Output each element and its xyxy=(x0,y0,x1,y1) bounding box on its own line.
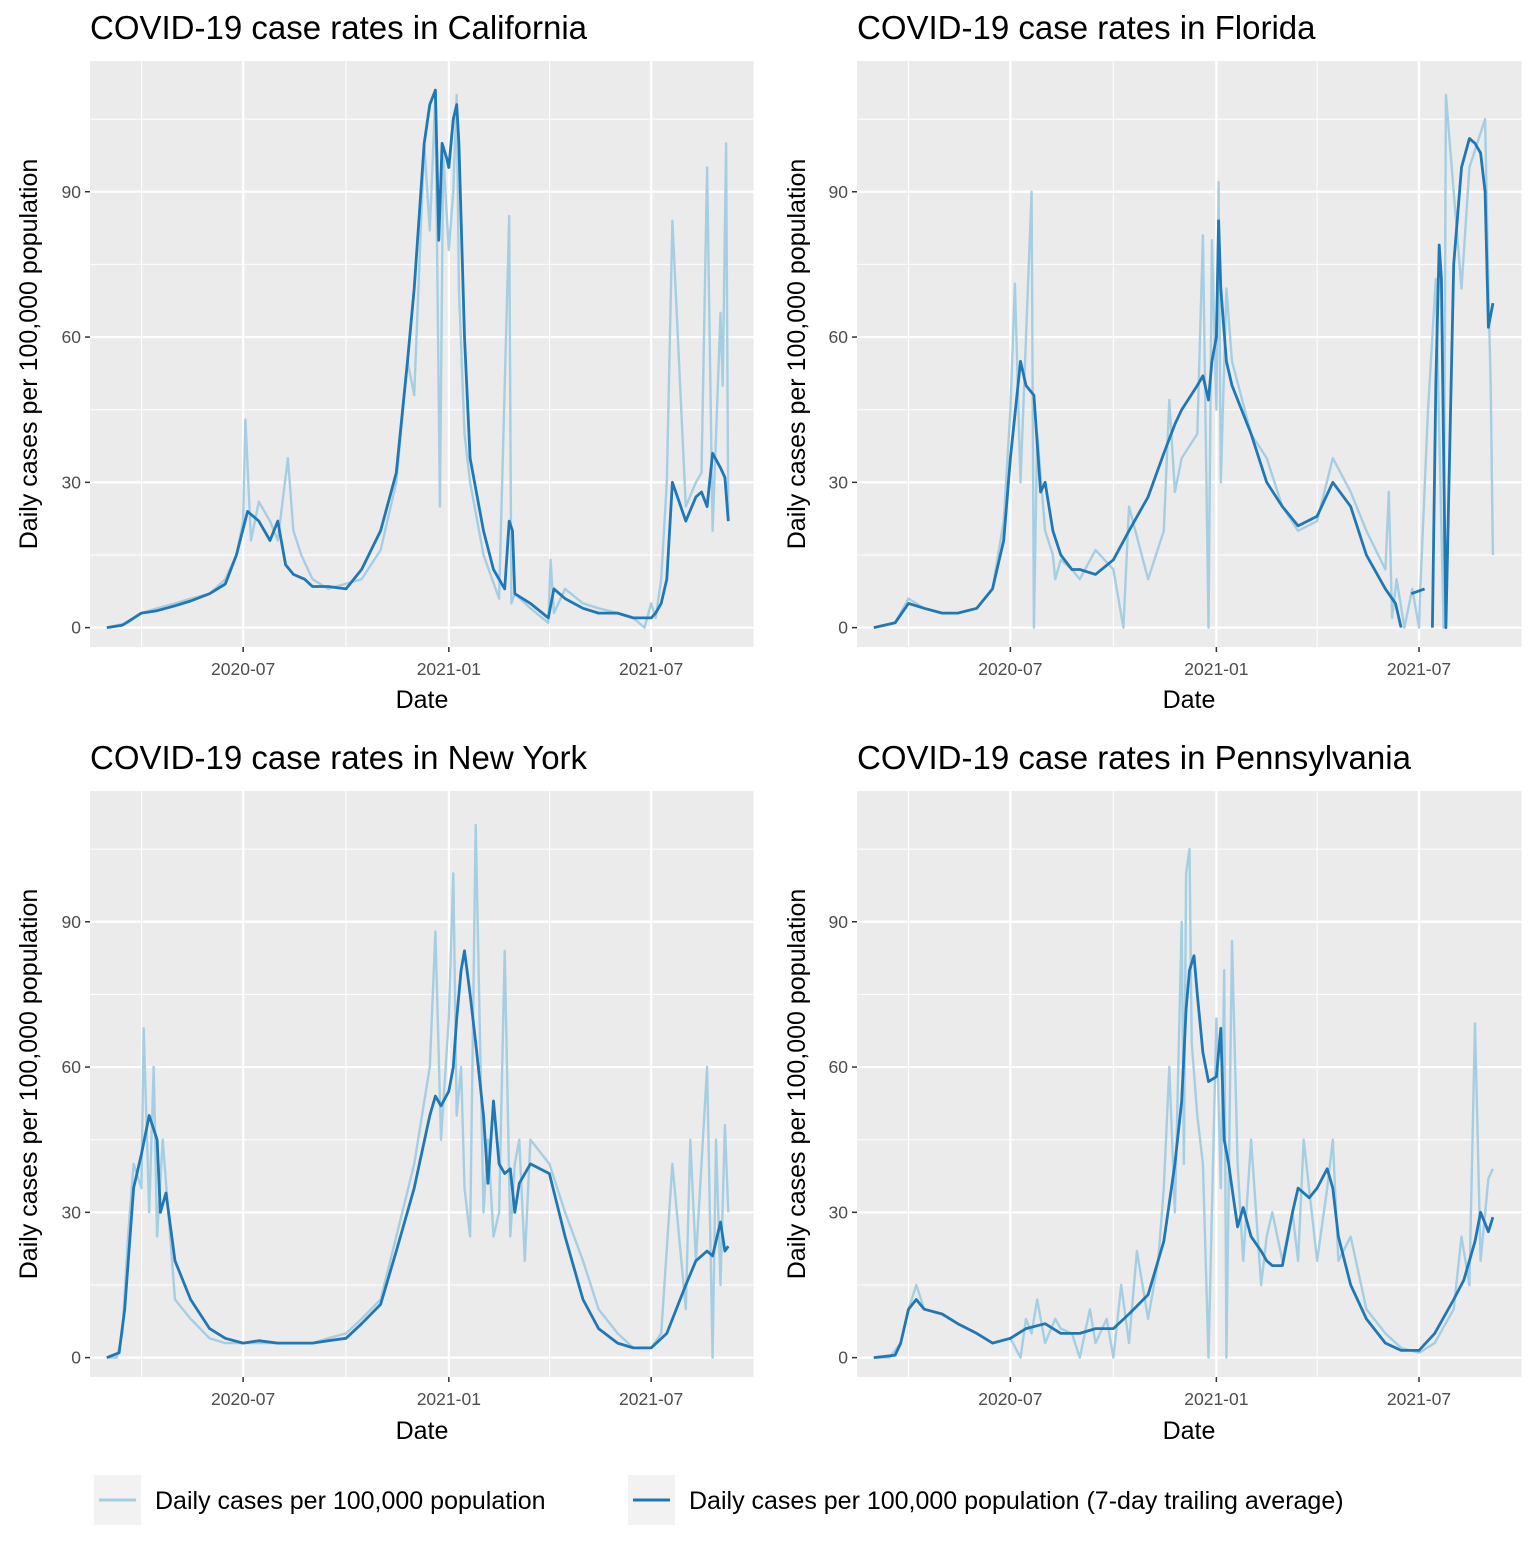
tick-label-x: 2021-07 xyxy=(619,1389,683,1409)
gridlines xyxy=(857,791,1523,1377)
tick-label-y: 30 xyxy=(62,472,82,492)
tick-label-y: 90 xyxy=(62,912,82,932)
tick-label-y: 30 xyxy=(62,1202,82,1222)
panel-california: COVID-19 case rates in California 0 30 60 9… xyxy=(15,9,755,714)
panel-florida: COVID-19 case rates in Florida 0 30 60 90 20… xyxy=(783,9,1523,714)
tick-label-y: 60 xyxy=(829,327,849,347)
panel-title: COVID-19 case rates in New York xyxy=(90,739,588,776)
panel-title: COVID-19 case rates in Florida xyxy=(857,9,1316,46)
legend-label-daily: Daily cases per 100,000 population xyxy=(155,1487,546,1515)
tick-label-x: 2021-07 xyxy=(619,659,683,679)
plot-background xyxy=(90,791,754,1377)
series-line-7day-average xyxy=(873,954,1495,1359)
tick-labels: 0 30 60 90 2020-07 2021-01 2021-07 xyxy=(829,912,1452,1409)
tick-label-y: 60 xyxy=(62,327,82,347)
tick-label-x: 2020-07 xyxy=(211,1389,275,1409)
tick-label-x: 2021-01 xyxy=(417,659,481,679)
tick-label-y: 30 xyxy=(829,472,849,492)
tick-label-y: 0 xyxy=(71,1348,81,1368)
tick-label-x: 2021-07 xyxy=(1387,659,1451,679)
series-lines xyxy=(106,823,730,1359)
y-axis-label: Daily cases per 100,000 population xyxy=(783,159,811,550)
tick-labels: 0 30 60 90 2020-07 2021-01 2021-07 xyxy=(62,182,684,679)
legend-label-avg: Daily cases per 100,000 population (7-da… xyxy=(689,1487,1344,1515)
panel-new-york: COVID-19 case rates in New York 0 30 60 90 2… xyxy=(15,739,755,1445)
tick-label-y: 90 xyxy=(62,182,82,202)
panel-title: COVID-19 case rates in Pennsylvania xyxy=(857,739,1412,776)
y-axis-label: Daily cases per 100,000 population xyxy=(783,889,811,1280)
panel-title: COVID-19 case rates in California xyxy=(90,9,588,46)
legend: Daily cases per 100,000 population Daily… xyxy=(94,1475,1344,1525)
series-line-daily xyxy=(106,93,730,629)
plot-background xyxy=(857,61,1522,647)
series-line-daily xyxy=(873,93,1495,629)
tick-label-y: 60 xyxy=(62,1057,82,1077)
tick-label-y: 90 xyxy=(829,912,849,932)
series-line-7day-average xyxy=(873,137,1495,629)
gridlines xyxy=(90,791,755,1377)
series-line-daily xyxy=(873,847,1494,1359)
tick-label-x: 2021-01 xyxy=(1184,1389,1248,1409)
series-line-7day-average xyxy=(106,88,730,629)
x-axis-label: Date xyxy=(396,1417,449,1445)
tick-label-x: 2021-07 xyxy=(1387,1389,1451,1409)
tick-label-y: 0 xyxy=(71,618,81,638)
tick-label-y: 0 xyxy=(838,618,848,638)
gridlines xyxy=(90,61,755,647)
legend-item-avg: Daily cases per 100,000 population (7-da… xyxy=(628,1475,1344,1525)
tick-label-y: 0 xyxy=(838,1348,848,1368)
x-axis-label: Date xyxy=(396,686,449,714)
tick-labels: 0 30 60 90 2020-07 2021-01 2021-07 xyxy=(62,912,684,1409)
series-lines xyxy=(106,88,730,629)
tick-label-y: 30 xyxy=(829,1202,849,1222)
tick-label-x: 2020-07 xyxy=(211,659,275,679)
plot-background xyxy=(90,61,754,647)
tick-label-x: 2021-01 xyxy=(1184,659,1248,679)
series-line-7day-average xyxy=(106,949,730,1359)
y-axis-label: Daily cases per 100,000 population xyxy=(15,159,43,550)
tick-labels: 0 30 60 90 2020-07 2021-01 2021-07 xyxy=(829,182,1452,679)
tick-label-x: 2021-01 xyxy=(417,1389,481,1409)
tick-label-y: 60 xyxy=(829,1057,849,1077)
series-lines xyxy=(873,93,1495,629)
panel-pennsylvania: COVID-19 case rates in Pennsylvania 0 30 6… xyxy=(783,739,1523,1445)
x-axis-label: Date xyxy=(1163,686,1216,714)
legend-item-daily: Daily cases per 100,000 population xyxy=(94,1475,546,1525)
tick-label-y: 90 xyxy=(829,182,849,202)
y-axis-label: Daily cases per 100,000 population xyxy=(15,889,43,1280)
series-lines xyxy=(873,847,1495,1359)
tick-label-x: 2020-07 xyxy=(978,659,1042,679)
tick-label-x: 2020-07 xyxy=(978,1389,1042,1409)
x-axis-label: Date xyxy=(1163,1417,1216,1445)
